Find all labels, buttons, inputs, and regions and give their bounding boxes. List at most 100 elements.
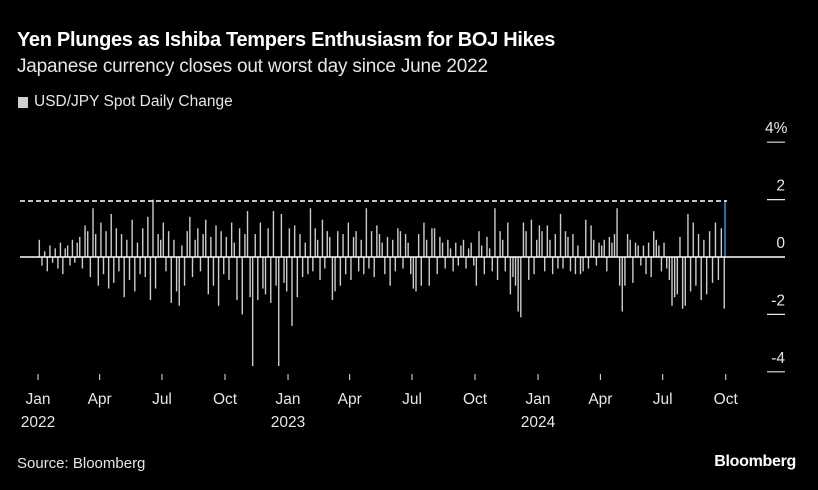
bar [491,257,493,272]
bar [236,257,238,301]
bar [441,242,444,257]
bar [233,242,235,257]
bar [507,222,509,257]
bar [84,225,86,257]
bar [347,222,350,257]
bar [593,239,595,257]
y-tick-label: 4% [765,120,788,137]
bar [244,234,246,257]
bar [259,222,262,257]
bar [501,239,504,257]
bar [546,225,549,257]
bar [173,239,175,257]
bar [618,257,621,286]
bar [147,216,149,257]
bar [69,257,71,266]
bar [585,219,587,257]
bar [376,225,378,257]
bar [210,236,212,257]
bar [465,257,467,269]
x-tick-label: Jan [526,391,551,408]
bar [246,211,249,257]
bar [241,257,243,315]
bar [118,257,120,272]
bar [514,257,517,286]
bar [123,257,125,298]
bar [312,257,314,272]
bar [559,213,562,257]
x-year-label: 2024 [521,414,556,431]
bar [286,257,288,292]
bar [425,239,428,257]
bar [428,257,430,286]
bar [530,219,533,257]
bar [404,234,407,257]
bar [567,236,569,257]
bar [251,257,254,367]
bar [417,234,420,257]
bar [46,257,48,272]
bar [470,242,472,257]
bar [136,242,139,257]
bar [202,234,204,257]
legend-swatch [18,96,28,108]
bar [392,239,394,257]
bar [181,245,183,257]
x-tick-label: Apr [588,391,612,408]
bar [394,257,397,272]
bar [714,222,717,257]
bar [49,245,51,257]
y-tick-label: -2 [771,292,785,309]
bar [105,231,107,257]
bar [645,257,647,275]
bar [637,245,639,257]
latest-bar [724,201,727,257]
bar [283,257,285,283]
bar [296,257,299,298]
bar [687,213,689,257]
bar [668,257,671,280]
bar [199,257,202,272]
bar [439,236,441,257]
bar [331,257,334,301]
bar [370,231,373,257]
y-tick-label: 0 [776,235,785,252]
bar [316,239,319,257]
bar [608,236,611,257]
bar [703,239,705,257]
bar [41,257,43,266]
x-tick-label: Oct [213,391,238,408]
bar [314,228,316,257]
bar [577,245,579,257]
bar [381,242,383,257]
bar [139,257,141,275]
bar [640,257,642,266]
y-tick-label: 2 [776,178,785,195]
bar [324,257,326,269]
bar [264,257,267,295]
bar [175,257,178,292]
bar [525,231,527,257]
bar [723,257,725,309]
bar [389,257,391,286]
bar [293,225,296,257]
bar [509,257,512,295]
bar [79,236,81,257]
bar [128,257,131,280]
bar [621,257,623,312]
bar [62,257,64,275]
bar [342,234,344,257]
bar [624,257,626,286]
bars [38,199,727,367]
bar [74,257,76,263]
bar [536,239,538,257]
bar [600,245,603,257]
bar [120,234,123,257]
bar [695,257,697,286]
bar [399,231,402,257]
bar [407,242,409,257]
bar [81,257,84,269]
bar [43,251,46,257]
x-tick-label: Oct [714,391,739,408]
